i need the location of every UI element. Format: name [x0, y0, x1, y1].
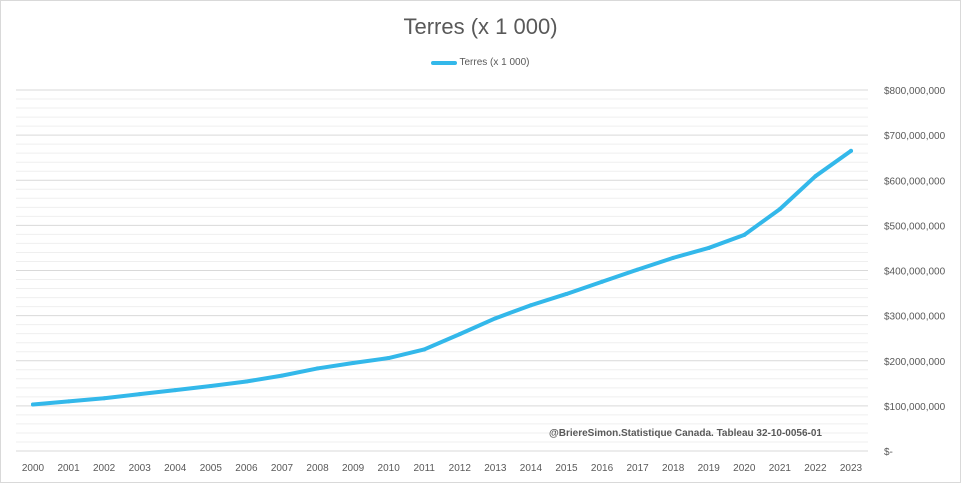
y-tick-label: $- [884, 447, 893, 458]
x-tick-label: 2022 [804, 463, 827, 474]
x-tick-label: 2010 [378, 463, 401, 474]
x-tick-label: 2013 [484, 463, 507, 474]
y-tick-label: $400,000,000 [884, 267, 946, 278]
x-tick-label: 2011 [413, 463, 435, 474]
data-point [777, 207, 782, 212]
x-tick-label: 2019 [698, 463, 721, 474]
x-tick-label: 2002 [93, 463, 116, 474]
y-tick-label: $800,000,000 [884, 86, 946, 97]
data-point [813, 174, 818, 179]
data-point [279, 373, 284, 378]
chart-title: Terres (x 1 000) [403, 14, 558, 39]
x-tick-label: 2016 [591, 463, 614, 474]
x-tick-label: 2017 [626, 463, 649, 474]
y-tick-label: $500,000,000 [884, 221, 946, 232]
data-point [493, 316, 498, 321]
legend-line-swatch [431, 60, 458, 65]
y-tick-label: $300,000,000 [884, 312, 946, 323]
data-point [635, 267, 640, 272]
data-point [102, 396, 107, 401]
x-tick-label: 2006 [235, 463, 258, 474]
x-tick-label: 2005 [200, 463, 223, 474]
x-tick-label: 2009 [342, 463, 365, 474]
x-tick-label: 2008 [306, 463, 329, 474]
data-point [173, 388, 178, 393]
data-point [457, 332, 462, 337]
legend: Terres (x 1 000) [0, 57, 961, 68]
data-point [706, 245, 711, 250]
x-tick-label: 2007 [271, 463, 294, 474]
x-tick-label: 2000 [22, 463, 45, 474]
data-point [315, 366, 320, 371]
data-point [31, 402, 35, 407]
x-tick-label: 2004 [164, 463, 187, 474]
source-annotation: @BriereSimon.Statistique Canada. Tableau… [549, 428, 822, 439]
x-tick-label: 2020 [733, 463, 756, 474]
data-point [351, 361, 356, 366]
y-tick-label: $600,000,000 [884, 176, 946, 187]
data-point [244, 379, 249, 384]
data-point [849, 148, 853, 153]
legend-label: Terres (x 1 000) [459, 57, 530, 68]
x-tick-label: 2018 [662, 463, 685, 474]
x-tick-label: 2015 [555, 463, 578, 474]
y-tick-label: $700,000,000 [884, 131, 946, 142]
x-tick-label: 2012 [449, 463, 472, 474]
data-point [600, 279, 605, 284]
x-tick-label: 2023 [840, 463, 863, 474]
data-point [386, 356, 391, 361]
y-tick-label: $200,000,000 [884, 357, 946, 368]
x-tick-label: 2021 [769, 463, 792, 474]
x-tick-label: 2001 [57, 463, 80, 474]
data-point [137, 392, 142, 397]
series-line [31, 148, 853, 407]
data-point [208, 384, 213, 389]
x-tick-label: 2014 [520, 463, 543, 474]
data-point [742, 232, 747, 237]
data-point [66, 399, 71, 404]
data-point [528, 303, 533, 308]
y-tick-label: $100,000,000 [884, 402, 946, 413]
x-tick-label: 2003 [129, 463, 152, 474]
data-point [671, 255, 676, 260]
data-point [564, 291, 569, 296]
data-point [422, 347, 427, 352]
